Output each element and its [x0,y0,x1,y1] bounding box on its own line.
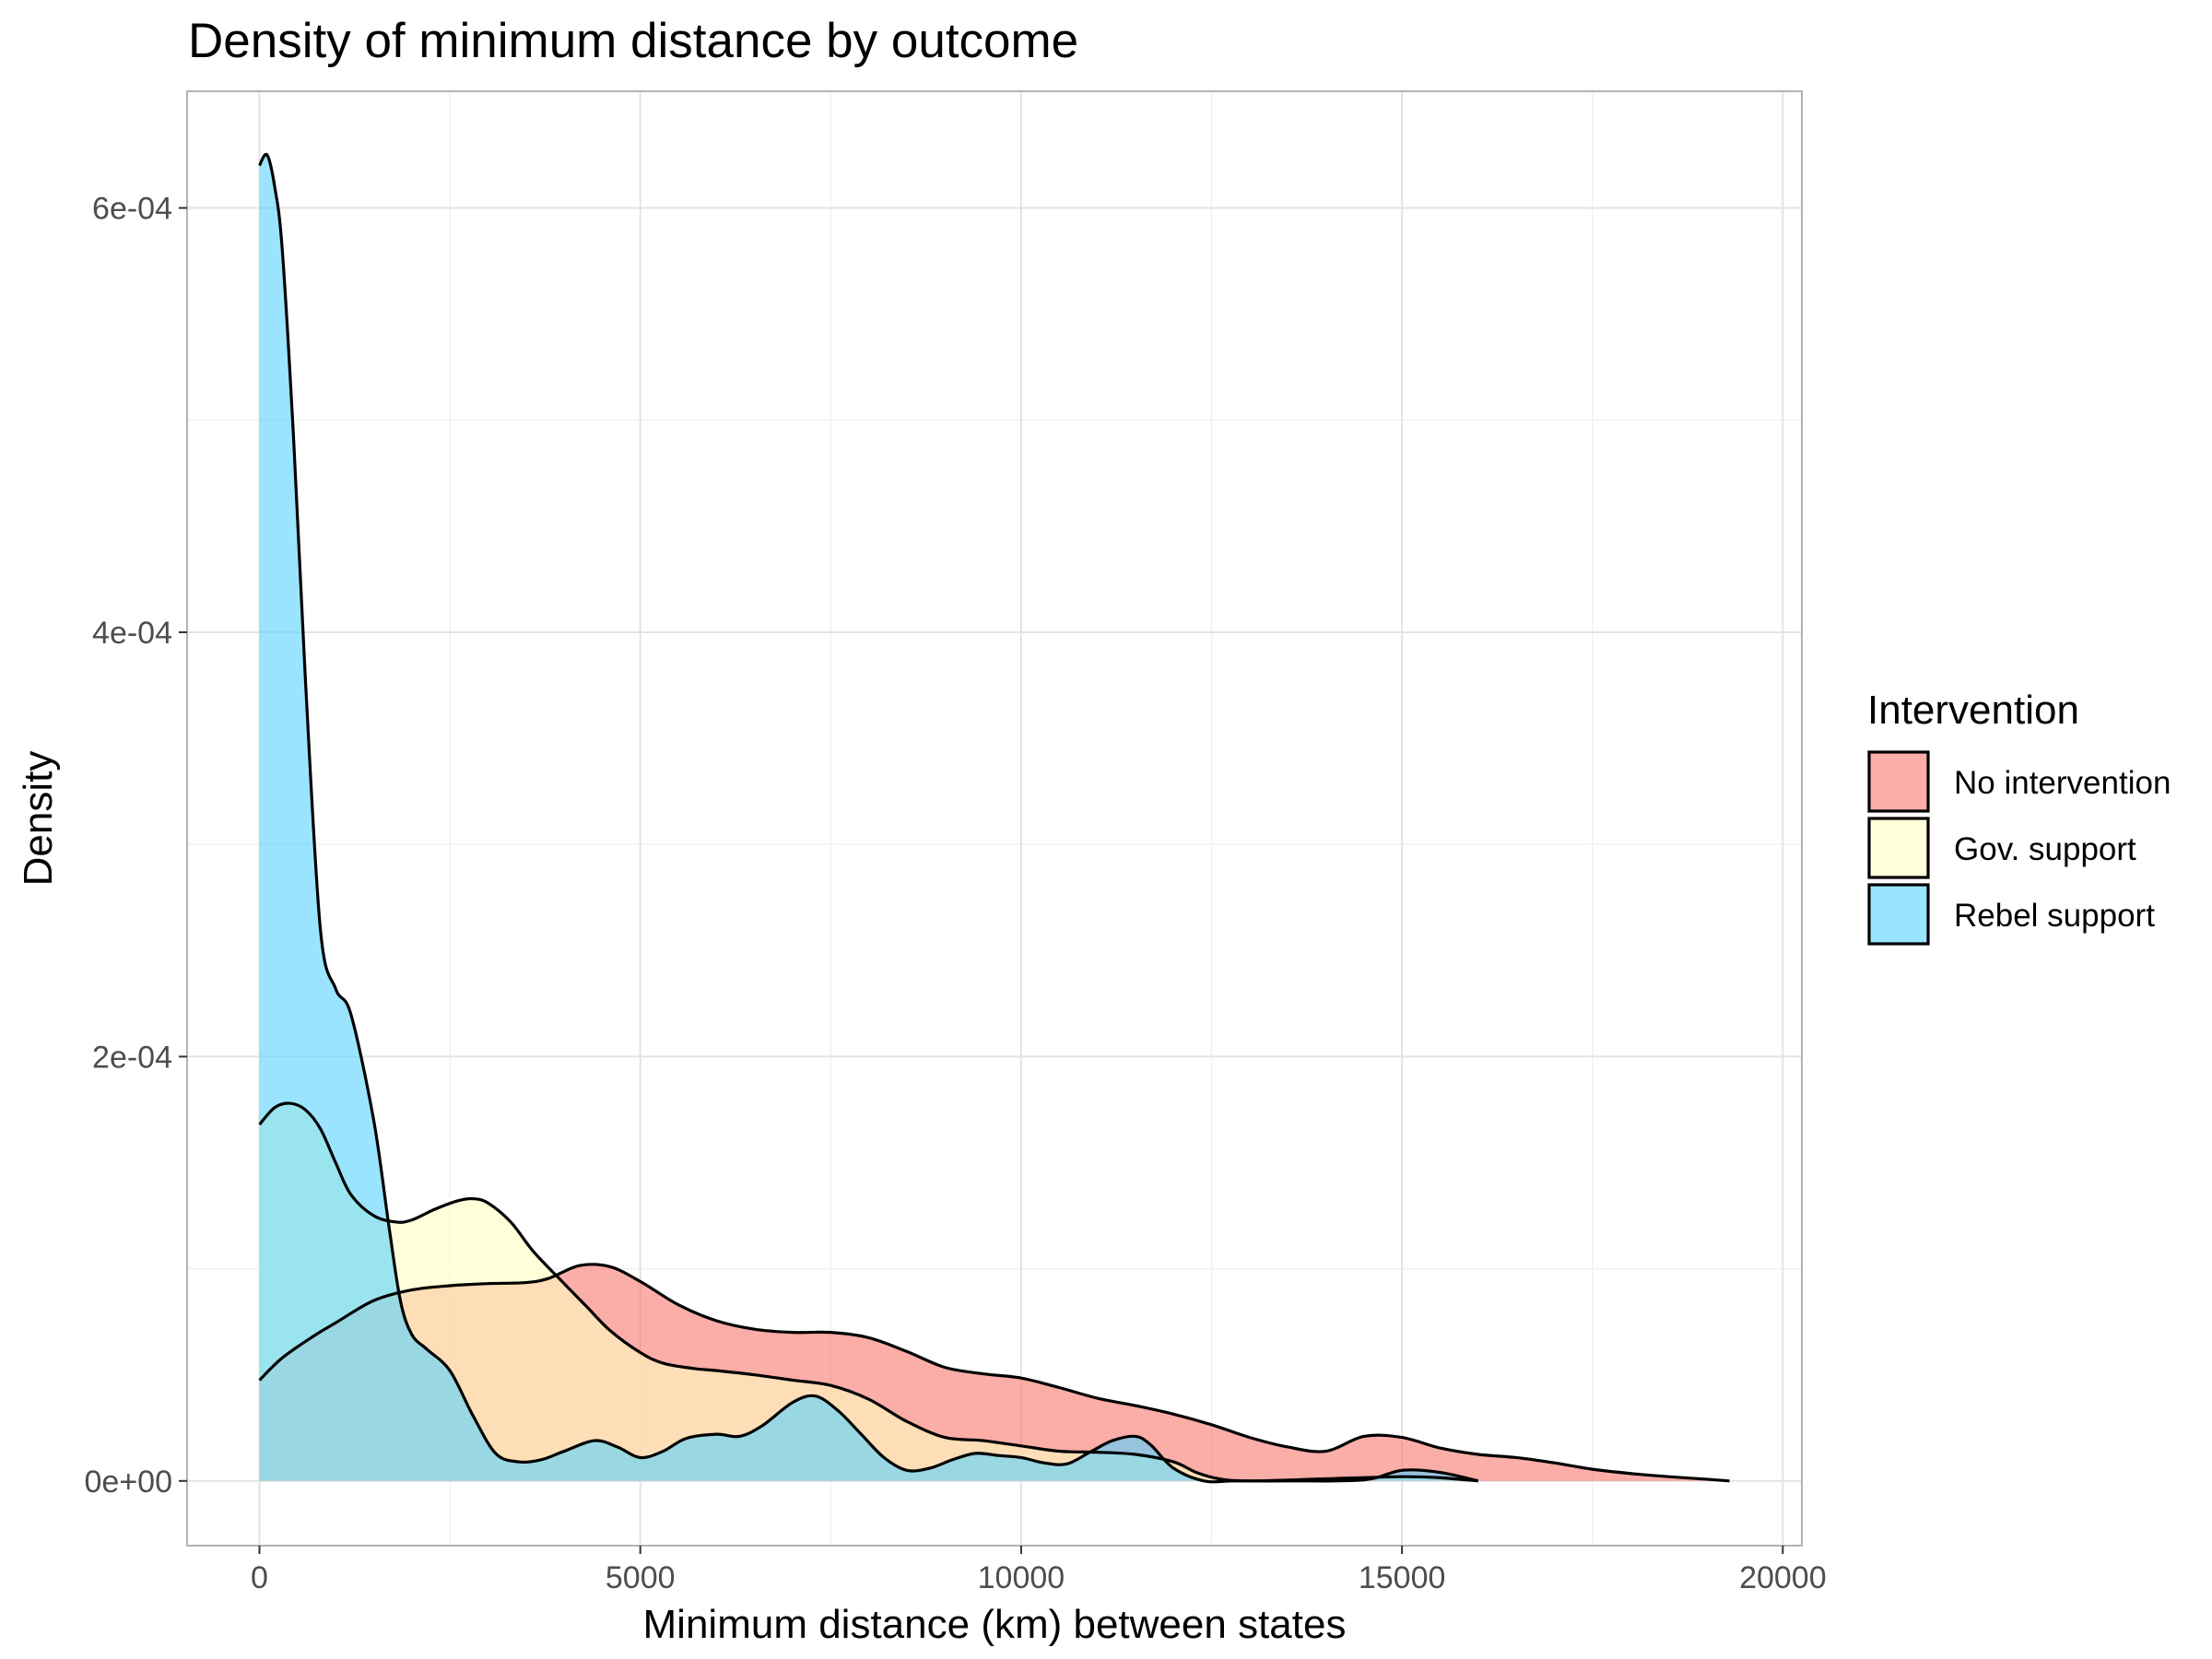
y-tick-label: 6e-04 [92,192,172,227]
y-tick-label: 2e-04 [92,1040,172,1075]
x-tick-label: 0 [251,1560,268,1595]
density-outline-gov-support [258,1101,1478,1483]
major-gridlines [187,91,1802,1546]
minor-gridlines [187,91,1802,1546]
y-tick-label: 0e+00 [85,1465,173,1500]
x-axis-title: Minimum distance (km) between states [643,1602,1347,1647]
density-outline-no-intervention [258,1263,1730,1483]
legend: Intervention No intervention Gov. support… [1867,688,2171,946]
density-outlines [258,152,1730,1484]
legend-title: Intervention [1867,688,2079,733]
legend-label-rebel-support: Rebel support [1954,898,2155,934]
legend-key-gov-support [1867,817,1930,879]
density-area-gov-support [259,1102,1478,1481]
density-areas [259,154,1730,1482]
density-outline-rebel-support [258,152,1479,1484]
x-tick-label: 15000 [1359,1560,1446,1595]
legend-label-no-intervention: No intervention [1954,765,2171,801]
x-tick-label: 10000 [978,1560,1065,1595]
y-axis-title: Density [16,751,61,887]
panel-border [186,90,1803,1547]
x-axis: 0 5000 10000 15000 20000 [251,1546,1827,1595]
x-tick-label: 5000 [606,1560,676,1595]
density-area-rebel-support [259,154,1478,1482]
y-axis: 0e+00 2e-04 4e-04 6e-04 [85,192,187,1500]
chart-title: Density of minimum distance by outcome [188,14,1078,68]
x-tick-label: 20000 [1739,1560,1827,1595]
legend-key-rebel-support [1867,883,1930,946]
legend-key-no-intervention [1867,750,1930,813]
y-tick-label: 4e-04 [92,616,172,651]
legend-label-gov-support: Gov. support [1954,831,2136,867]
